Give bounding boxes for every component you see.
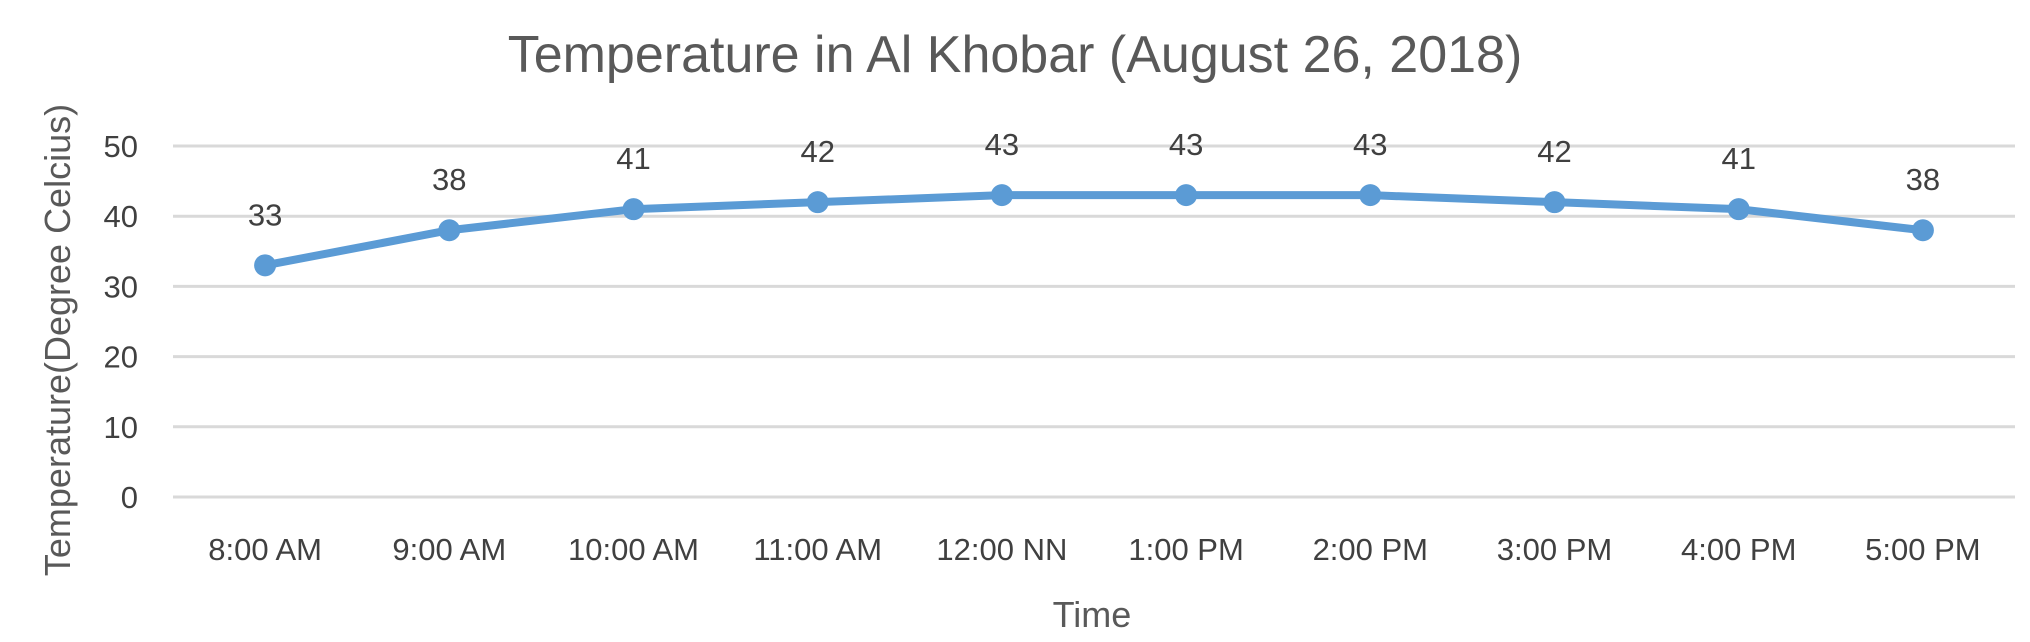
x-tick-label: 12:00 NN <box>936 532 1067 567</box>
x-tick-label: 5:00 PM <box>1865 532 1980 567</box>
data-labels: 33 38 41 42 43 43 43 42 41 38 <box>248 127 1940 232</box>
gridlines <box>173 144 2015 499</box>
y-axis-ticks: 0 10 20 30 40 50 <box>104 129 138 515</box>
data-point <box>622 198 645 221</box>
data-point <box>1359 184 1382 207</box>
x-axis-ticks: 8:00 AM 9:00 AM 10:00 AM 11:00 AM 12:00 NN 1:… <box>208 532 1980 567</box>
data-point <box>990 184 1013 207</box>
data-label: 41 <box>616 141 650 176</box>
x-tick-label: 1:00 PM <box>1128 532 1243 567</box>
x-tick-label: 4:00 PM <box>1681 532 1796 567</box>
data-label: 43 <box>1353 127 1387 162</box>
series-line <box>261 191 1927 270</box>
data-point <box>1727 198 1750 221</box>
data-point <box>254 254 277 277</box>
data-label: 33 <box>248 197 282 232</box>
data-label: 42 <box>800 134 834 169</box>
data-label: 43 <box>1169 127 1203 162</box>
data-point <box>806 191 829 214</box>
data-label: 41 <box>1721 141 1755 176</box>
x-tick-label: 9:00 AM <box>392 532 506 567</box>
x-tick-label: 10:00 AM <box>568 532 699 567</box>
x-tick-label: 11:00 AM <box>753 532 882 567</box>
data-point <box>1911 219 1934 242</box>
data-point <box>1175 184 1198 207</box>
data-label: 38 <box>432 162 466 197</box>
y-tick-label: 50 <box>104 129 138 164</box>
chart-title: Temperature in Al Khobar (August 26, 201… <box>508 26 1523 84</box>
x-tick-label: 2:00 PM <box>1313 532 1428 567</box>
data-label: 43 <box>985 127 1019 162</box>
x-tick-label: 3:00 PM <box>1497 532 1612 567</box>
y-tick-label: 40 <box>104 199 138 234</box>
x-axis-title: Time <box>1053 594 1132 635</box>
y-axis-title: Temperature(Degree Celcius) <box>37 104 78 576</box>
y-tick-label: 30 <box>104 269 138 304</box>
y-tick-label: 0 <box>121 480 138 515</box>
series-layer <box>254 184 1934 277</box>
data-point <box>1543 191 1566 214</box>
data-label: 42 <box>1537 134 1571 169</box>
x-tick-label: 8:00 AM <box>208 532 322 567</box>
data-label: 38 <box>1906 162 1940 197</box>
y-tick-label: 20 <box>104 340 138 375</box>
data-point <box>438 219 461 242</box>
y-tick-label: 10 <box>104 410 138 445</box>
